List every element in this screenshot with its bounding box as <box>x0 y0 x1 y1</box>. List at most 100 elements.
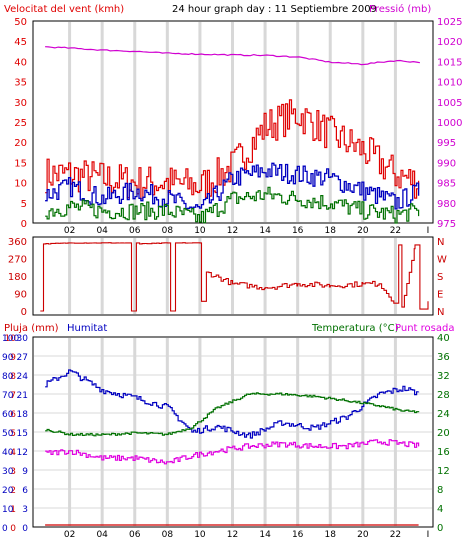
wind-tick-label: 30 <box>14 98 27 109</box>
pressure-tick-label: 985 <box>437 179 456 190</box>
temperature-tick-label: 16 <box>437 447 450 458</box>
x-tick-label: 20 <box>357 226 369 236</box>
humidity-scale-label: 90 <box>2 353 14 363</box>
x-tick-label: 06 <box>129 530 141 540</box>
x-tick-label: 12 <box>227 530 238 540</box>
humidity-scale-label: 0 <box>2 524 8 534</box>
wind-tick-label: 35 <box>14 78 27 89</box>
direction-tick-label: 90 <box>14 290 27 301</box>
humidity-tick-label: 30 <box>17 334 29 344</box>
pressure-tick-label: 980 <box>437 199 456 210</box>
direction-tick-label: 180 <box>8 272 27 283</box>
wind-tick-label: 45 <box>14 37 27 48</box>
temperature-tick-label: 8 <box>437 485 443 496</box>
humidity-scale-label: 80 <box>2 372 14 382</box>
x-tick-label: 08 <box>162 226 174 236</box>
temperature-tick-label: 12 <box>437 466 450 477</box>
humidity-scale-label: 50 <box>2 429 14 439</box>
humidity-axis-title: Humitat <box>67 323 107 334</box>
rain-tick-label: 5 <box>10 429 16 439</box>
series-wind_avg-line <box>45 162 420 210</box>
wind-tick-label: 20 <box>14 138 27 149</box>
pressure-tick-label: 1020 <box>437 37 462 48</box>
pressure-tick-label: 1015 <box>437 57 462 68</box>
humidity-tick-label: 27 <box>17 353 28 363</box>
temperature-axis-title: Temperatura (°C) <box>311 323 399 334</box>
rain-axis-title: Pluja (mm) <box>4 323 59 334</box>
temperature-tick-label: 4 <box>437 504 443 515</box>
rain-tick-label: 8 <box>10 372 16 382</box>
direction-tick-label: 270 <box>8 255 27 266</box>
x-tick-label: I <box>427 226 430 236</box>
x-tick-label: 14 <box>259 530 271 540</box>
pressure-tick-label: 1000 <box>437 118 462 129</box>
wind-tick-label: 0 <box>21 219 27 230</box>
rain-tick-label: 0 <box>10 524 16 534</box>
temperature-tick-label: 32 <box>437 371 450 382</box>
wind-axis-title: Velocitat del vent (kmh) <box>4 4 124 15</box>
series-dewpoint-line <box>45 439 420 465</box>
compass-tick-label: N <box>437 307 444 318</box>
humidity-scale-label: 70 <box>2 391 14 401</box>
x-tick-label: 02 <box>64 226 75 236</box>
x-tick-label: 10 <box>194 530 206 540</box>
pressure-axis-title: Pressió (mb) <box>369 3 431 15</box>
x-tick-label: 08 <box>162 530 174 540</box>
humidity-tick-label: 9 <box>22 467 28 477</box>
rain-tick-label: 9 <box>10 353 16 363</box>
series-temperature-line <box>45 392 420 437</box>
wind-tick-label: 15 <box>14 158 27 169</box>
humidity-scale-label: 10 <box>2 505 14 515</box>
x-tick-label: 06 <box>129 226 141 236</box>
x-tick-label: 14 <box>259 226 271 236</box>
humidity-tick-label: 12 <box>17 448 28 458</box>
series-humidity-line <box>45 369 420 439</box>
humidity-scale-label: 100 <box>2 334 19 344</box>
humidity-scale-label: 20 <box>2 486 14 496</box>
x-tick-label: 16 <box>292 226 304 236</box>
x-tick-label: 20 <box>357 530 369 540</box>
humidity-tick-label: 3 <box>22 505 28 515</box>
pressure-tick-label: 1010 <box>437 78 462 89</box>
wind-tick-label: 40 <box>14 57 27 68</box>
wind-tick-label: 10 <box>14 179 27 190</box>
series-pressure-line <box>45 46 421 66</box>
series-gust-line <box>45 99 420 200</box>
humidity-scale-label: 60 <box>2 410 14 420</box>
temperature-tick-label: 20 <box>437 428 450 439</box>
humidity-tick-label: 21 <box>17 391 28 401</box>
x-tick-label: 16 <box>292 530 304 540</box>
series-wind-direction-line <box>40 242 429 312</box>
pressure-tick-label: 1005 <box>437 98 462 109</box>
x-tick-label: 18 <box>325 226 337 236</box>
pressure-tick-label: 1025 <box>437 17 462 28</box>
dewpoint-axis-title: Punt rosada <box>395 323 454 334</box>
x-tick-label: 04 <box>96 226 108 236</box>
rain-tick-label: 1 <box>10 505 16 515</box>
series-wind_min-line <box>45 186 420 224</box>
pressure-tick-label: 995 <box>437 138 456 149</box>
compass-tick-label: E <box>437 290 443 301</box>
rain-tick-label: 10 <box>5 334 17 344</box>
x-tick-label: 12 <box>227 226 238 236</box>
rain-tick-label: 6 <box>10 410 16 420</box>
compass-tick-label: W <box>437 255 447 266</box>
wind-tick-label: 5 <box>21 199 27 210</box>
x-tick-label: I <box>427 530 430 540</box>
x-tick-label: 04 <box>96 530 108 540</box>
rain-tick-label: 4 <box>10 448 16 458</box>
temperature-tick-label: 36 <box>437 352 450 363</box>
rain-tick-label: 7 <box>10 391 16 401</box>
wind-tick-label: 50 <box>14 17 27 28</box>
humidity-scale-label: 30 <box>2 467 14 477</box>
compass-tick-label: N <box>437 237 444 248</box>
x-tick-label: 22 <box>390 530 401 540</box>
humidity-tick-label: 6 <box>22 486 28 496</box>
rain-tick-label: 3 <box>10 467 16 477</box>
temperature-tick-label: 24 <box>437 409 450 420</box>
temperature-tick-label: 0 <box>437 523 443 534</box>
wind-tick-label: 25 <box>14 118 27 129</box>
humidity-tick-label: 15 <box>17 429 28 439</box>
